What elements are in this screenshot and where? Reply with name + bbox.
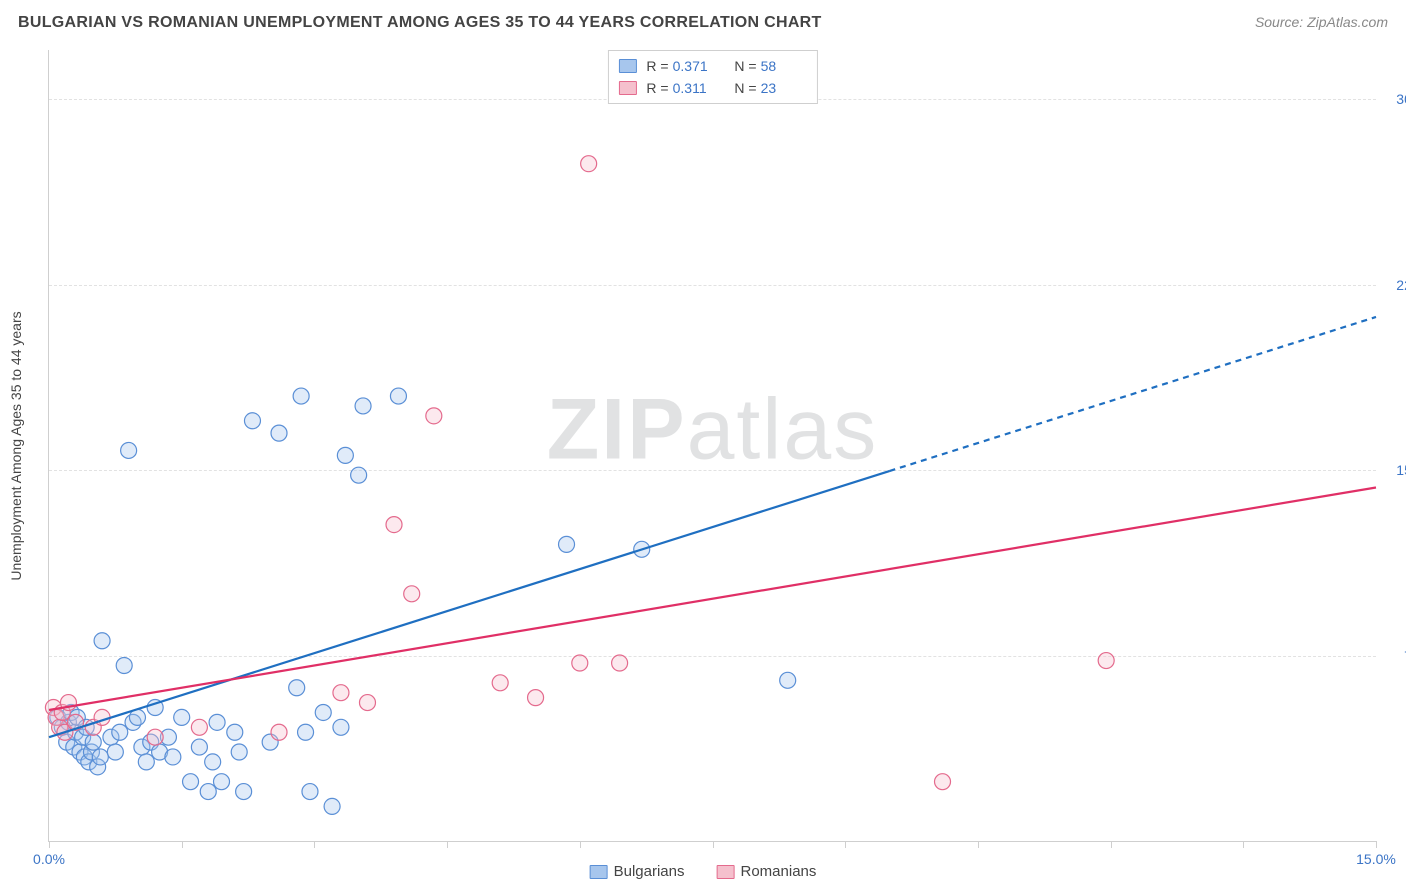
chart-container: BULGARIAN VS ROMANIAN UNEMPLOYMENT AMONG… <box>0 0 1406 892</box>
trend-line <box>49 471 889 737</box>
scatter-point <box>324 798 340 814</box>
scatter-point <box>85 734 101 750</box>
scatter-point <box>231 744 247 760</box>
x-tick-label: 15.0% <box>1356 851 1396 867</box>
plot-inner: ZIPatlas R = 0.371 N = 58R = 0.311 N = 2… <box>49 50 1376 841</box>
scatter-point <box>528 690 544 706</box>
scatter-point <box>165 749 181 765</box>
title-bar: BULGARIAN VS ROMANIAN UNEMPLOYMENT AMONG… <box>18 14 1388 42</box>
y-tick-label: 15.0% <box>1380 462 1406 478</box>
scatter-point <box>572 655 588 671</box>
scatter-point <box>612 655 628 671</box>
x-tick <box>314 841 315 848</box>
y-axis-title: Unemployment Among Ages 35 to 44 years <box>8 311 24 580</box>
x-tick <box>580 841 581 848</box>
legend-r-label: R = <box>646 55 668 77</box>
x-tick <box>1111 841 1112 848</box>
scatter-point <box>191 739 207 755</box>
scatter-point <box>94 633 110 649</box>
scatter-point <box>191 719 207 735</box>
scatter-point <box>492 675 508 691</box>
scatter-point <box>271 724 287 740</box>
scatter-point <box>333 719 349 735</box>
scatter-point <box>386 517 402 533</box>
scatter-point <box>147 729 163 745</box>
trend-line-dashed <box>889 317 1376 471</box>
scatter-point <box>227 724 243 740</box>
scatter-point <box>289 680 305 696</box>
legend-r-label: R = <box>646 77 668 99</box>
scatter-point <box>559 536 575 552</box>
scatter-point <box>112 724 128 740</box>
legend-stats: R = 0.371 N = 58R = 0.311 N = 23 <box>607 50 817 104</box>
x-tick <box>447 841 448 848</box>
scatter-point <box>293 388 309 404</box>
scatter-point <box>92 749 108 765</box>
x-tick <box>49 841 50 848</box>
x-tick-label: 0.0% <box>33 851 65 867</box>
scatter-point <box>359 695 375 711</box>
x-tick <box>182 841 183 848</box>
x-tick <box>845 841 846 848</box>
scatter-point <box>315 704 331 720</box>
scatter-point <box>390 388 406 404</box>
scatter-point <box>404 586 420 602</box>
legend-series: Bulgarians Romanians <box>574 863 833 880</box>
scatter-point <box>271 425 287 441</box>
legend-swatch <box>618 81 636 95</box>
legend-label: Romanians <box>741 863 817 880</box>
legend-n-label: N = <box>734 55 756 77</box>
scatter-point <box>214 774 230 790</box>
scatter-point <box>121 442 137 458</box>
scatter-point <box>302 784 318 800</box>
chart-title: BULGARIAN VS ROMANIAN UNEMPLOYMENT AMONG… <box>18 14 822 31</box>
x-tick <box>1376 841 1377 848</box>
legend-label: Bulgarians <box>614 863 685 880</box>
scatter-point <box>1098 653 1114 669</box>
scatter-point <box>209 714 225 730</box>
legend-stat-row: R = 0.311 N = 23 <box>618 77 806 99</box>
legend-swatch <box>717 865 735 879</box>
scatter-point <box>298 724 314 740</box>
y-tick-label: 30.0% <box>1380 91 1406 107</box>
source-label: Source: ZipAtlas.com <box>1255 14 1388 30</box>
scatter-point <box>355 398 371 414</box>
legend-swatch <box>590 865 608 879</box>
scatter-point <box>581 156 597 172</box>
scatter-point <box>351 467 367 483</box>
legend-stat-row: R = 0.371 N = 58 <box>618 55 806 77</box>
scatter-point <box>337 447 353 463</box>
legend-item: Bulgarians <box>590 863 685 880</box>
legend-n-label: N = <box>734 77 756 99</box>
scatter-point <box>183 774 199 790</box>
scatter-point <box>116 657 132 673</box>
y-tick-label: 22.5% <box>1380 277 1406 293</box>
trend-line <box>49 488 1376 710</box>
legend-n-value: 58 <box>761 55 807 77</box>
scatter-point <box>174 709 190 725</box>
legend-n-value: 23 <box>761 77 807 99</box>
scatter-point <box>138 754 154 770</box>
x-tick <box>978 841 979 848</box>
y-tick-label: 7.5% <box>1380 648 1406 664</box>
scatter-point <box>244 413 260 429</box>
plot-area: ZIPatlas R = 0.371 N = 58R = 0.311 N = 2… <box>48 50 1376 842</box>
scatter-point <box>205 754 221 770</box>
scatter-point <box>780 672 796 688</box>
plot-svg <box>49 50 1376 841</box>
x-tick <box>713 841 714 848</box>
scatter-point <box>107 744 123 760</box>
legend-item: Romanians <box>717 863 817 880</box>
scatter-point <box>236 784 252 800</box>
scatter-point <box>426 408 442 424</box>
scatter-point <box>333 685 349 701</box>
legend-r-value: 0.311 <box>673 77 719 99</box>
legend-swatch <box>618 59 636 73</box>
scatter-point <box>200 784 216 800</box>
legend-r-value: 0.371 <box>673 55 719 77</box>
scatter-point <box>935 774 951 790</box>
x-tick <box>1243 841 1244 848</box>
